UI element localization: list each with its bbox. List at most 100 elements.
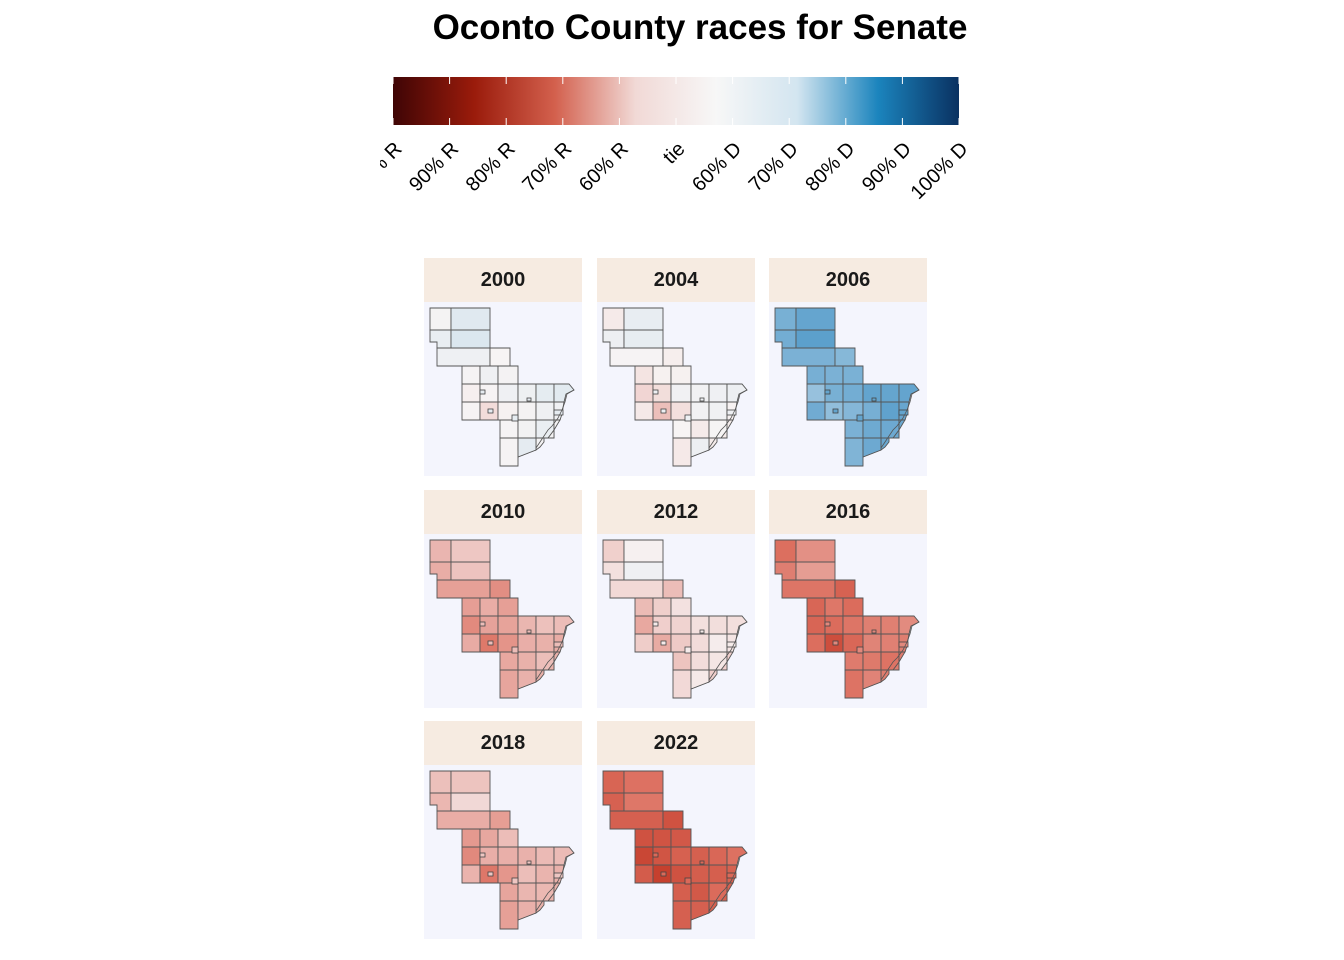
- map-plot-area: [424, 534, 582, 708]
- municipality-shape: [517, 882, 537, 902]
- county-map: [602, 307, 748, 467]
- municipality-shape: [898, 383, 920, 403]
- municipality-shape: [517, 669, 537, 690]
- county-map: [429, 307, 575, 467]
- municipality-shape: [806, 615, 826, 635]
- city-shape: [652, 621, 659, 627]
- municipality-shape: [824, 597, 844, 617]
- map-panel-2010: 2010: [424, 490, 582, 708]
- panel-year-label: 2012: [597, 490, 755, 534]
- county-map: [429, 770, 575, 930]
- municipality-shape: [880, 633, 900, 653]
- shoreline: [535, 621, 575, 681]
- municipality-shape: [842, 365, 864, 385]
- city-shape: [699, 860, 705, 865]
- municipality-shape: [623, 329, 664, 349]
- municipality-shape: [461, 597, 481, 617]
- map-plot-area: [769, 302, 927, 476]
- municipality-shape: [450, 539, 491, 563]
- municipality-shape: [862, 419, 882, 439]
- municipality-shape: [517, 651, 537, 671]
- municipality-shape: [461, 846, 481, 866]
- municipality-shape: [497, 597, 519, 617]
- municipality-shape: [623, 307, 664, 331]
- city-shape: [684, 414, 692, 422]
- municipality-shape: [499, 651, 519, 671]
- municipality-shape: [602, 307, 625, 331]
- municipality-shape: [834, 347, 856, 367]
- municipality-shape: [672, 651, 692, 671]
- municipality-shape: [806, 633, 826, 653]
- municipality-shape: [461, 383, 481, 403]
- shoreline: [708, 389, 748, 449]
- municipality-shape: [708, 882, 734, 914]
- municipality-shape: [708, 864, 728, 884]
- municipality-shape: [535, 864, 555, 884]
- municipality-shape: [553, 846, 575, 866]
- municipality-shape: [497, 365, 519, 385]
- city-shape: [832, 640, 839, 646]
- municipality-shape: [623, 792, 664, 812]
- municipality-shape: [497, 846, 519, 866]
- map-panel-2012: 2012: [597, 490, 755, 708]
- city-shape: [526, 629, 532, 634]
- municipality-shape: [436, 810, 491, 830]
- municipality-shape: [806, 401, 826, 421]
- map-panel-2000: 2000: [424, 258, 582, 476]
- municipality-shape: [535, 615, 555, 635]
- municipality-shape: [429, 770, 452, 794]
- municipality-shape: [880, 401, 900, 421]
- panel-year-label: 2022: [597, 721, 755, 765]
- municipality-shape: [898, 615, 920, 635]
- panel-year-label: 2006: [769, 258, 927, 302]
- municipality-shape: [479, 365, 499, 385]
- municipality-shape: [535, 633, 555, 653]
- municipality-shape: [774, 307, 797, 331]
- municipality-shape: [652, 828, 672, 848]
- municipality-shape: [634, 401, 654, 421]
- municipality-shape: [609, 579, 664, 599]
- chart-title: Oconto County races for Senate: [432, 8, 968, 47]
- municipality-shape: [795, 539, 836, 563]
- municipality-shape: [690, 437, 710, 458]
- map-plot-area: [597, 534, 755, 708]
- municipality-shape: [690, 669, 710, 690]
- panel-year-label: 2018: [424, 721, 582, 765]
- municipality-shape: [535, 882, 561, 914]
- county-map: [774, 307, 920, 467]
- panel-year-label: 2000: [424, 258, 582, 302]
- municipality-shape: [634, 597, 654, 617]
- city-shape: [856, 646, 864, 654]
- city-shape: [487, 871, 494, 877]
- municipality-shape: [634, 365, 654, 385]
- city-shape: [479, 852, 486, 858]
- municipality-shape: [461, 365, 481, 385]
- map-panel-2004: 2004: [597, 258, 755, 476]
- municipality-shape: [708, 651, 734, 683]
- map-plot-area: [769, 534, 927, 708]
- municipality-shape: [489, 810, 511, 830]
- shoreline: [708, 621, 748, 681]
- municipality-shape: [708, 383, 728, 403]
- municipality-shape: [634, 846, 654, 866]
- municipality-shape: [834, 579, 856, 599]
- municipality-shape: [429, 539, 452, 563]
- municipality-shape: [499, 882, 519, 902]
- municipality-shape: [806, 597, 826, 617]
- municipality-shape: [824, 365, 844, 385]
- municipality-shape: [609, 810, 664, 830]
- city-shape: [652, 852, 659, 858]
- municipality-shape: [535, 383, 555, 403]
- municipality-shape: [672, 882, 692, 902]
- legend-ticks: [392, 77, 960, 125]
- municipality-shape: [670, 365, 692, 385]
- city-shape: [511, 414, 519, 422]
- municipality-shape: [690, 651, 710, 671]
- city-shape: [553, 641, 564, 648]
- municipality-shape: [670, 615, 692, 635]
- shoreline: [880, 621, 920, 681]
- county-map: [774, 539, 920, 699]
- municipality-shape: [517, 401, 537, 421]
- municipality-shape: [862, 437, 882, 458]
